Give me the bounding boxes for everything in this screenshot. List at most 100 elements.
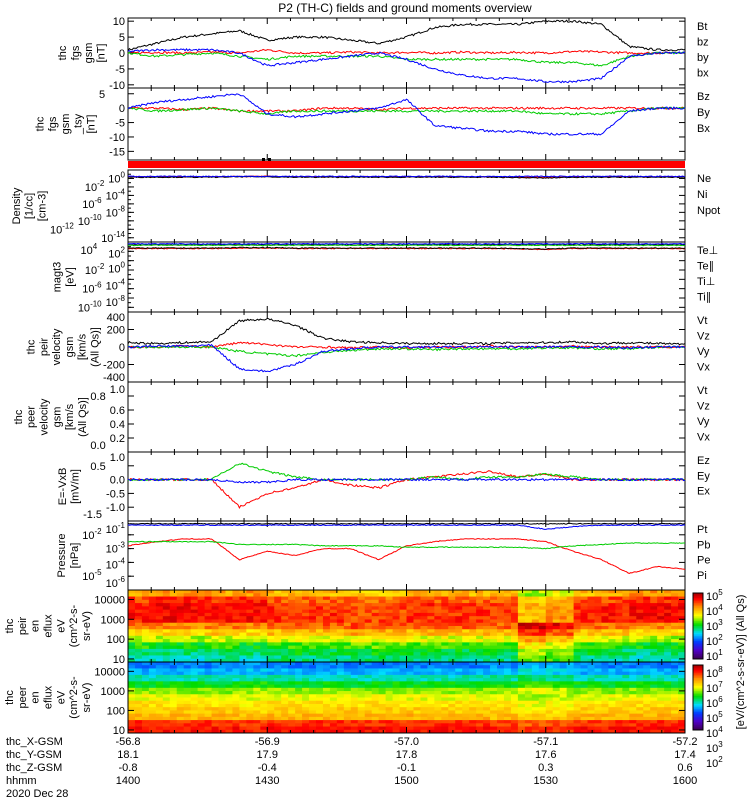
- spectrogram-cell: [580, 658, 589, 663]
- spectrogram-cell: [134, 678, 143, 682]
- spectrogram-cell: [622, 723, 630, 728]
- spectrogram-cell: [559, 703, 568, 708]
- spectrogram-cell: [141, 687, 150, 692]
- spectrogram-cell: [162, 700, 171, 705]
- y-tick-label: -1.0: [106, 502, 125, 514]
- spectrogram-cell: [315, 606, 324, 611]
- spectrogram-cell: [406, 632, 414, 637]
- tick-base: 10: [82, 530, 94, 542]
- spectrogram-cell: [148, 674, 157, 679]
- spectrogram-cell: [295, 684, 303, 689]
- spectrogram-cell: [329, 726, 338, 731]
- y-axis-label-line: (cm^2-s-: [68, 604, 80, 647]
- spectrogram-cell: [566, 713, 575, 718]
- spectrogram-cell: [329, 612, 338, 617]
- spectrogram-cell: [608, 662, 616, 666]
- tick-base: 10: [108, 264, 120, 276]
- spectrogram-cell: [350, 668, 359, 673]
- spectrogram-cell: [190, 619, 199, 624]
- spectrogram-cell: [601, 681, 609, 686]
- spectrogram-cell: [357, 726, 366, 731]
- spectrogram-cell: [281, 599, 289, 604]
- spectrogram-cell: [503, 622, 512, 627]
- spectrogram-cell: [594, 668, 602, 673]
- spectrogram-cell: [392, 619, 401, 624]
- spectrogram-cell: [678, 619, 686, 624]
- spectrogram-cell: [406, 658, 414, 663]
- spectrogram-cell: [322, 665, 331, 669]
- spectrogram-cell: [671, 710, 679, 715]
- spectrogram-cell: [392, 720, 401, 724]
- spectrogram-cell: [239, 616, 247, 620]
- spectrogram-cell: [322, 635, 331, 640]
- spectrogram-cell: [134, 729, 143, 734]
- spectrogram-cell: [211, 642, 220, 647]
- colorbar-cell: [693, 637, 703, 640]
- spectrogram-cell: [364, 632, 373, 637]
- spectrogram-cell: [427, 599, 435, 604]
- y-axis-label-line: thc: [4, 618, 16, 633]
- spectrogram-cell: [538, 720, 547, 724]
- spectrogram-cell: [559, 681, 568, 686]
- spectrogram-cell: [246, 639, 254, 643]
- spectrogram-cell: [315, 700, 324, 705]
- spectrogram-cell: [371, 622, 380, 627]
- spectrogram-cell: [671, 642, 679, 647]
- spectrogram-cell: [538, 707, 547, 711]
- spectrogram-cell: [315, 612, 324, 617]
- spectrogram-cell: [636, 707, 644, 711]
- spectrogram-cell: [594, 629, 602, 634]
- spectrogram-cell: [162, 603, 171, 607]
- spectrogram-cell: [664, 703, 672, 708]
- spectrogram-cell: [239, 645, 247, 650]
- spectrogram-cell: [420, 691, 428, 695]
- spectrogram-cell: [218, 662, 226, 666]
- spectrogram-cell: [615, 603, 623, 607]
- spectrogram-cell: [350, 658, 359, 663]
- spectrogram-cell: [671, 723, 679, 728]
- spectrogram-cell: [350, 606, 359, 611]
- spectrogram-cell: [385, 703, 394, 708]
- spectrogram-cell: [162, 606, 171, 611]
- spectrogram-cell: [246, 596, 254, 601]
- spectrogram-cell: [469, 674, 477, 679]
- spectrogram-cell: [657, 590, 665, 594]
- spectrogram-cell: [573, 639, 582, 643]
- colorbar-cell: [693, 725, 703, 728]
- spectrogram-cell: [309, 716, 317, 721]
- spectrogram-cell: [371, 713, 380, 718]
- spectrogram-cell: [622, 596, 630, 601]
- spectrogram-cell: [622, 671, 630, 676]
- spectrogram-cell: [211, 652, 220, 656]
- spectrogram-cell: [378, 593, 387, 598]
- spectrogram-cell: [643, 639, 651, 643]
- spectrogram-cell: [510, 616, 519, 620]
- spectrogram-cell: [246, 713, 254, 718]
- spectrogram-cell: [128, 642, 136, 647]
- spectrogram-cell: [260, 720, 268, 724]
- spectrogram-cell: [148, 729, 157, 734]
- x-tick-value: -57.2: [672, 736, 697, 748]
- y-tick-label: 10-3: [106, 541, 126, 556]
- spectrogram-cell: [371, 674, 380, 679]
- spectrogram-cell: [197, 671, 206, 676]
- spectrogram-cell: [490, 713, 498, 718]
- spectrogram-cell: [580, 700, 589, 705]
- spectrogram-cell: [169, 642, 178, 647]
- spectrogram-cell: [545, 694, 554, 698]
- spectrogram-cell: [176, 606, 185, 611]
- spectrogram-cell: [531, 694, 540, 698]
- spectrogram-cell: [378, 671, 387, 676]
- spectrogram-cell: [357, 716, 366, 721]
- spectrogram-cell: [281, 635, 289, 640]
- spectrogram-cell: [295, 629, 303, 634]
- spectrogram-cell: [664, 668, 672, 673]
- spectrogram-cell: [594, 616, 602, 620]
- spectrogram-cell: [413, 612, 421, 617]
- spectrogram-cell: [322, 619, 331, 624]
- spectrogram-cell: [134, 684, 143, 689]
- spectrogram-cell: [322, 726, 331, 731]
- colorbar-cell: [693, 602, 703, 606]
- spectrogram-cell: [601, 639, 609, 643]
